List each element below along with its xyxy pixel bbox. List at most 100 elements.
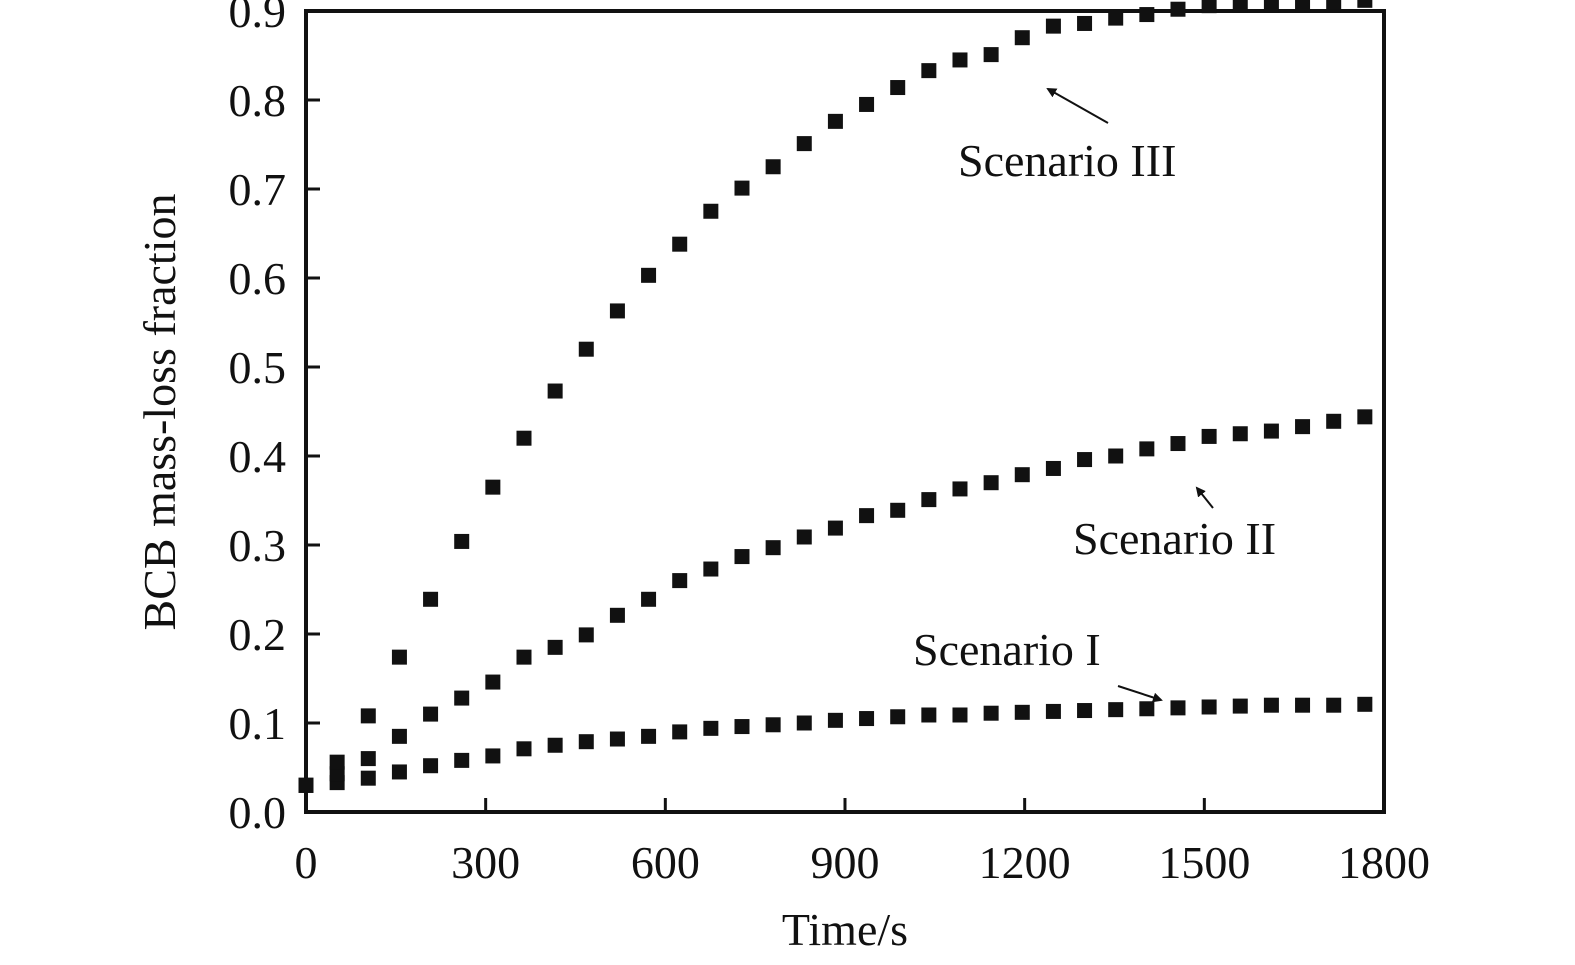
data-point-scenario-i: [360, 770, 376, 786]
annotation-arrow-scenario-i: [1117, 685, 1163, 703]
data-point-scenario-iii: [609, 303, 625, 319]
y-axis-ticks: [306, 9, 320, 814]
data-point-scenario-i: [734, 719, 750, 735]
y-tick-label: 0.1: [229, 698, 287, 749]
data-point-scenario-ii: [1108, 448, 1124, 464]
data-point-scenario-iii: [516, 430, 532, 446]
y-axis-title: BCB mass-loss fraction: [134, 194, 185, 631]
data-point-scenario-i: [890, 709, 906, 725]
annotation-scenario-i: Scenario I: [913, 624, 1101, 675]
data-point-scenario-i: [1232, 698, 1248, 714]
data-point-scenario-iii: [983, 47, 999, 63]
data-point-scenario-i: [1170, 700, 1186, 716]
data-point-scenario-iii: [890, 80, 906, 96]
data-point-scenario-i: [1263, 697, 1279, 713]
data-point-scenario-ii: [391, 728, 407, 744]
data-point-scenario-i: [641, 728, 657, 744]
x-tick-label: 600: [631, 837, 700, 888]
data-point-scenario-iii: [1263, 0, 1279, 13]
data-point-scenario-iii: [298, 777, 314, 793]
data-point-scenario-iii: [1139, 7, 1155, 23]
data-series: [298, 0, 1373, 793]
data-point-scenario-i: [547, 737, 563, 753]
y-tick-label: 0.8: [229, 75, 287, 126]
x-tick-label: 0: [295, 837, 318, 888]
data-point-scenario-i: [485, 748, 501, 764]
data-point-scenario-ii: [1326, 413, 1342, 429]
data-point-scenario-i: [1045, 703, 1061, 719]
data-point-scenario-iii: [1045, 18, 1061, 34]
data-point-scenario-iii: [1108, 10, 1124, 26]
data-point-scenario-iii: [1170, 1, 1186, 17]
annotation-scenario-iii: Scenario III: [958, 135, 1176, 186]
data-point-scenario-iii: [578, 341, 594, 357]
x-tick-label: 900: [811, 837, 880, 888]
data-point-scenario-ii: [796, 529, 812, 545]
data-point-scenario-iii: [641, 267, 657, 283]
data-point-scenario-ii: [641, 591, 657, 607]
y-tick-label: 0.9: [229, 0, 287, 37]
data-point-scenario-ii: [1014, 467, 1030, 483]
data-point-scenario-ii: [360, 751, 376, 767]
y-tick-label: 0.7: [229, 164, 287, 215]
x-tick-label: 1800: [1338, 837, 1430, 888]
data-point-scenario-ii: [1077, 452, 1093, 468]
data-point-scenario-i: [796, 715, 812, 731]
data-point-scenario-ii: [1263, 423, 1279, 439]
x-tick-label: 300: [451, 837, 520, 888]
data-point-scenario-iii: [1014, 30, 1030, 46]
annotation-arrow-scenario-iii: [1046, 88, 1109, 124]
data-point-scenario-i: [1139, 701, 1155, 717]
data-point-scenario-i: [423, 758, 439, 774]
data-point-scenario-i: [609, 731, 625, 747]
x-axis-tick-labels: 0 300 600 900 1200 1500 1800: [295, 837, 1431, 888]
data-point-scenario-ii: [890, 502, 906, 518]
data-point-scenario-iii: [672, 236, 688, 252]
data-point-scenario-i: [703, 720, 719, 736]
data-point-scenario-i: [921, 707, 937, 723]
series-scenario-i: [298, 696, 1373, 793]
x-tick-label: 1500: [1158, 837, 1250, 888]
y-tick-label: 0.2: [229, 609, 287, 660]
data-point-scenario-iii: [329, 754, 345, 770]
x-axis-ticks: [304, 798, 1386, 812]
x-axis-title: Time/s: [782, 904, 908, 955]
data-point-scenario-ii: [1139, 441, 1155, 457]
data-point-scenario-ii: [609, 607, 625, 623]
data-point-scenario-iii: [1357, 0, 1373, 8]
data-point-scenario-ii: [1295, 419, 1311, 435]
series-scenario-ii: [298, 409, 1373, 793]
data-point-scenario-iii: [391, 649, 407, 665]
data-point-scenario-i: [1108, 702, 1124, 718]
data-point-scenario-i: [952, 707, 968, 723]
data-point-scenario-i: [454, 752, 470, 768]
data-point-scenario-i: [1201, 699, 1217, 715]
data-point-scenario-i: [827, 712, 843, 728]
y-tick-label: 0.5: [229, 342, 287, 393]
data-point-scenario-iii: [734, 180, 750, 196]
data-point-scenario-iii: [859, 96, 875, 112]
data-point-scenario-ii: [1357, 409, 1373, 425]
data-point-scenario-iii: [485, 479, 501, 495]
data-point-scenario-ii: [329, 766, 345, 782]
data-point-scenario-i: [765, 717, 781, 733]
data-point-scenario-ii: [672, 573, 688, 589]
series-scenario-iii: [298, 0, 1373, 793]
data-point-scenario-ii: [952, 481, 968, 497]
data-point-scenario-ii: [734, 549, 750, 565]
data-point-scenario-iii: [952, 52, 968, 68]
data-point-scenario-ii: [921, 492, 937, 508]
data-point-scenario-iii: [1201, 0, 1217, 14]
y-tick-label: 0.0: [229, 787, 287, 838]
data-point-scenario-i: [578, 734, 594, 750]
data-point-scenario-ii: [454, 690, 470, 706]
annotation-scenario-ii: Scenario II: [1073, 513, 1276, 564]
data-point-scenario-i: [1357, 696, 1373, 712]
data-point-scenario-i: [516, 741, 532, 757]
annotation-arrow-scenario-ii: [1195, 486, 1214, 509]
data-point-scenario-iii: [360, 708, 376, 724]
data-point-scenario-i: [983, 705, 999, 721]
data-point-scenario-iii: [547, 383, 563, 399]
annotations: Scenario III Scenario II Scenario I: [913, 88, 1276, 703]
